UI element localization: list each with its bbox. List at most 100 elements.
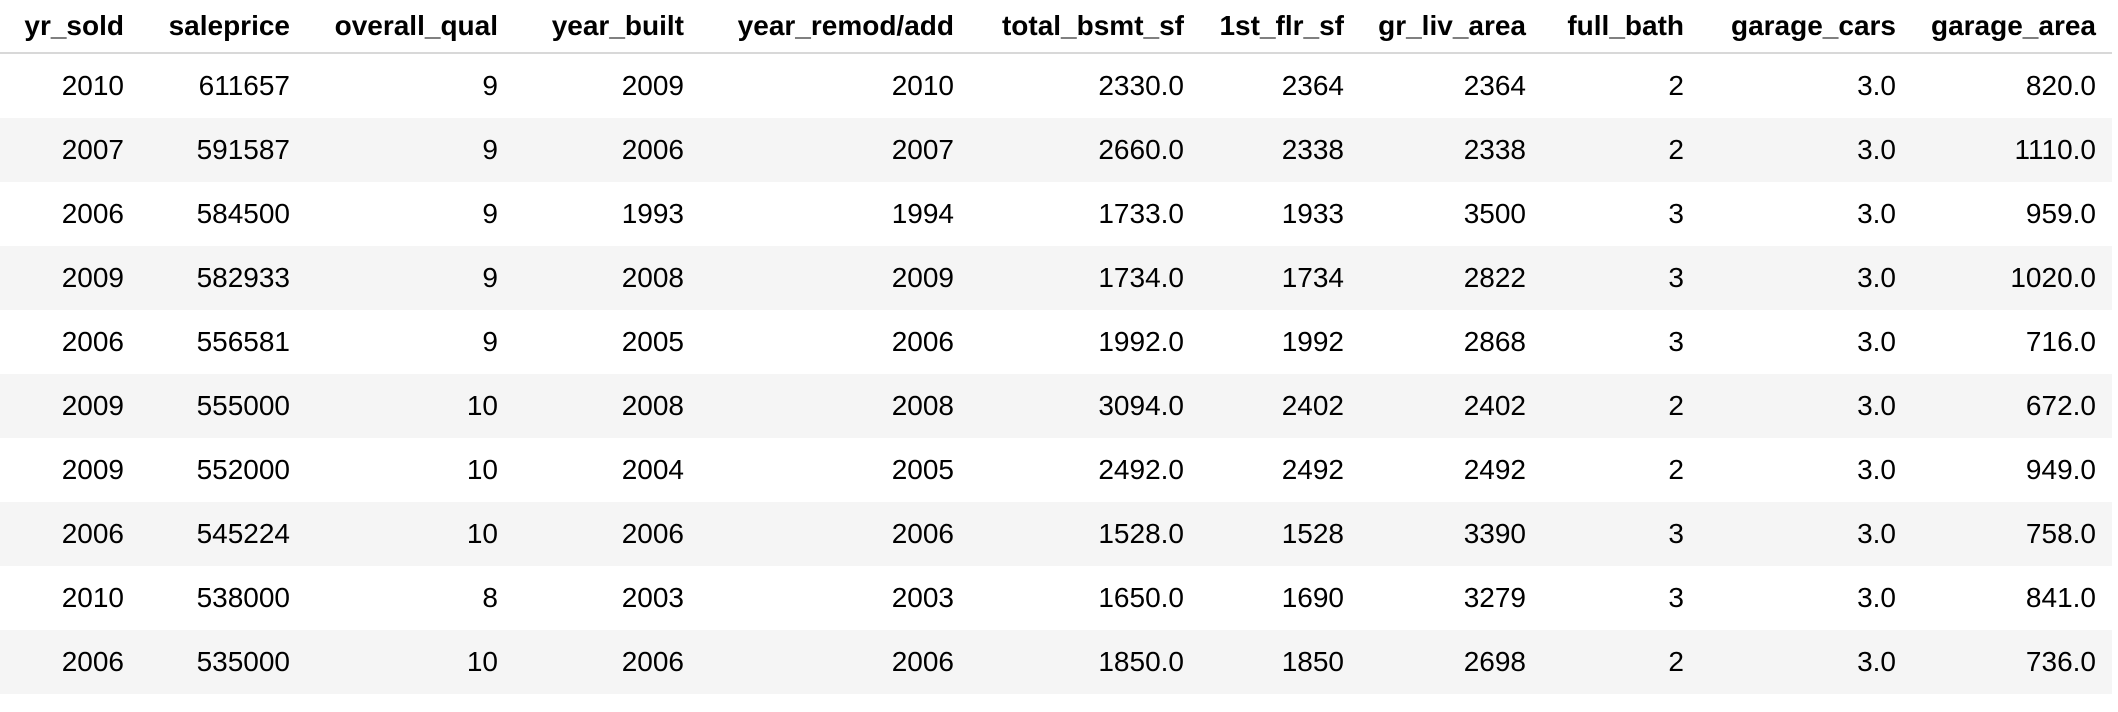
table-cell: 2007 xyxy=(0,118,140,182)
table-cell: 2006 xyxy=(0,502,140,566)
table-cell: 1528 xyxy=(1200,502,1360,566)
table-cell: 3.0 xyxy=(1700,374,1912,438)
column-header-yr-sold: yr_sold xyxy=(0,0,140,54)
table-cell: 2010 xyxy=(61,582,124,613)
table-cell: 3.0 xyxy=(1857,198,1896,229)
table-cell: 2010 xyxy=(891,70,954,101)
table-cell: 9 xyxy=(482,70,498,101)
table-cell: 1994 xyxy=(891,198,954,229)
table-row: 2009 552000 10 2004 2005 2492.0 2492 2492 2 3.0 94… xyxy=(0,438,2112,502)
table-cell: 1733.0 xyxy=(1098,198,1184,229)
table-cell: 2009 xyxy=(61,454,124,485)
table-cell: 1690 xyxy=(1281,582,1344,613)
table-cell: 1734 xyxy=(1200,246,1360,310)
table-cell: 959.0 xyxy=(2025,198,2096,229)
table-cell: 535000 xyxy=(140,630,306,694)
table-cell: 2 xyxy=(1542,374,1700,438)
table-cell: 3094.0 xyxy=(970,374,1200,438)
table-row: 2006 584500 9 1993 1994 1733.0 1933 3500 3 3.0 959… xyxy=(0,182,2112,246)
table-cell: 2698 xyxy=(1360,630,1542,694)
table-cell: 538000 xyxy=(196,582,290,613)
table-cell: 2006 xyxy=(514,118,700,182)
table-cell: 3.0 xyxy=(1700,630,1912,694)
table-cell: 2 xyxy=(1542,118,1700,182)
column-header-garage-cars: garage_cars xyxy=(1700,0,1912,54)
table-cell: 1528.0 xyxy=(970,502,1200,566)
table-cell: 10 xyxy=(306,502,514,566)
table-cell: 3 xyxy=(1668,582,1684,613)
table-cell: 1992 xyxy=(1281,326,1344,357)
table-cell: 545224 xyxy=(140,502,306,566)
table-cell: 3.0 xyxy=(1857,326,1896,357)
table-cell: 3.0 xyxy=(1857,70,1896,101)
table-cell: 2364 xyxy=(1281,70,1344,101)
table-cell: 9 xyxy=(306,118,514,182)
table-cell: 2402 xyxy=(1200,374,1360,438)
table-cell: 611657 xyxy=(198,70,290,101)
table-cell: 2822 xyxy=(1360,246,1542,310)
table-cell: 2364 xyxy=(1463,70,1526,101)
table-cell: 1850.0 xyxy=(970,630,1200,694)
table-cell: 2006 xyxy=(0,630,140,694)
table-row: 2006 545224 10 2006 2006 1528.0 1528 3390 3 3.0 75… xyxy=(0,502,2112,566)
table-cell: 9 xyxy=(306,246,514,310)
table-cell: 2006 xyxy=(514,630,700,694)
table-cell: 1734.0 xyxy=(970,246,1200,310)
table-cell: 2009 xyxy=(700,246,970,310)
table-cell: 1850 xyxy=(1200,630,1360,694)
table-cell: 2009 xyxy=(0,246,140,310)
table-cell: 2006 xyxy=(61,198,124,229)
column-header-gr-liv-area: gr_liv_area xyxy=(1360,0,1542,54)
table-cell: 2402 xyxy=(1360,374,1542,438)
table-cell: 1933 xyxy=(1281,198,1344,229)
table-cell: 2008 xyxy=(700,374,970,438)
table-cell: 10 xyxy=(306,374,514,438)
table-cell: 949.0 xyxy=(2025,454,2096,485)
table-cell: 2006 xyxy=(891,326,954,357)
table-cell: 3.0 xyxy=(1700,502,1912,566)
table-row: 2010 611657 9 2009 2010 2330.0 2364 2364 2 3.0 820… xyxy=(0,53,2112,118)
table-cell: 2868 xyxy=(1463,326,1526,357)
table-body: 2010 611657 9 2009 2010 2330.0 2364 2364 2 3.0 820… xyxy=(0,53,2112,694)
table-cell: 10 xyxy=(306,630,514,694)
table-cell: 2005 xyxy=(621,326,684,357)
column-header-year-built: year_built xyxy=(514,0,700,54)
column-header-overall-qual: overall_qual xyxy=(306,0,514,54)
table-row: 2006 556581 9 2005 2006 1992.0 1992 2868 3 3.0 716… xyxy=(0,310,2112,374)
table-cell: 820.0 xyxy=(2025,70,2096,101)
table-cell: 9 xyxy=(482,326,498,357)
table-cell: 2008 xyxy=(514,246,700,310)
table-cell: 1020.0 xyxy=(1912,246,2112,310)
table-cell: 2492 xyxy=(1281,454,1344,485)
table-cell: 1993 xyxy=(621,198,684,229)
dataframe-table: yr_sold saleprice overall_qual year_built ye… xyxy=(0,0,2112,694)
table-cell: 2492 xyxy=(1463,454,1526,485)
table-cell: 716.0 xyxy=(2025,326,2096,357)
table-cell: 2006 xyxy=(700,502,970,566)
table-cell: 2009 xyxy=(0,374,140,438)
table-cell: 2330.0 xyxy=(1098,70,1184,101)
column-header-total-bsmt-sf: total_bsmt_sf xyxy=(970,0,1200,54)
table-cell: 2008 xyxy=(514,374,700,438)
table-row: 2006 535000 10 2006 2006 1850.0 1850 2698 2 3.0 73… xyxy=(0,630,2112,694)
table-cell: 2006 xyxy=(514,502,700,566)
table-cell: 555000 xyxy=(140,374,306,438)
table-cell: 2003 xyxy=(621,582,684,613)
table-cell: 2005 xyxy=(891,454,954,485)
table-cell: 552000 xyxy=(196,454,290,485)
table-cell: 736.0 xyxy=(1912,630,2112,694)
table-cell: 2 xyxy=(1542,630,1700,694)
table-cell: 758.0 xyxy=(1912,502,2112,566)
table-cell: 2007 xyxy=(700,118,970,182)
table-cell: 2003 xyxy=(891,582,954,613)
table-cell: 841.0 xyxy=(2025,582,2096,613)
table-cell: 2004 xyxy=(621,454,684,485)
table-cell: 2338 xyxy=(1360,118,1542,182)
table-cell: 556581 xyxy=(196,326,290,357)
table-cell: 584500 xyxy=(196,198,290,229)
table-cell: 3 xyxy=(1668,198,1684,229)
table-cell: 2006 xyxy=(61,326,124,357)
column-header-year-remod-add: year_remod/add xyxy=(700,0,970,54)
table-cell: 3 xyxy=(1542,502,1700,566)
table-cell: 2 xyxy=(1668,70,1684,101)
